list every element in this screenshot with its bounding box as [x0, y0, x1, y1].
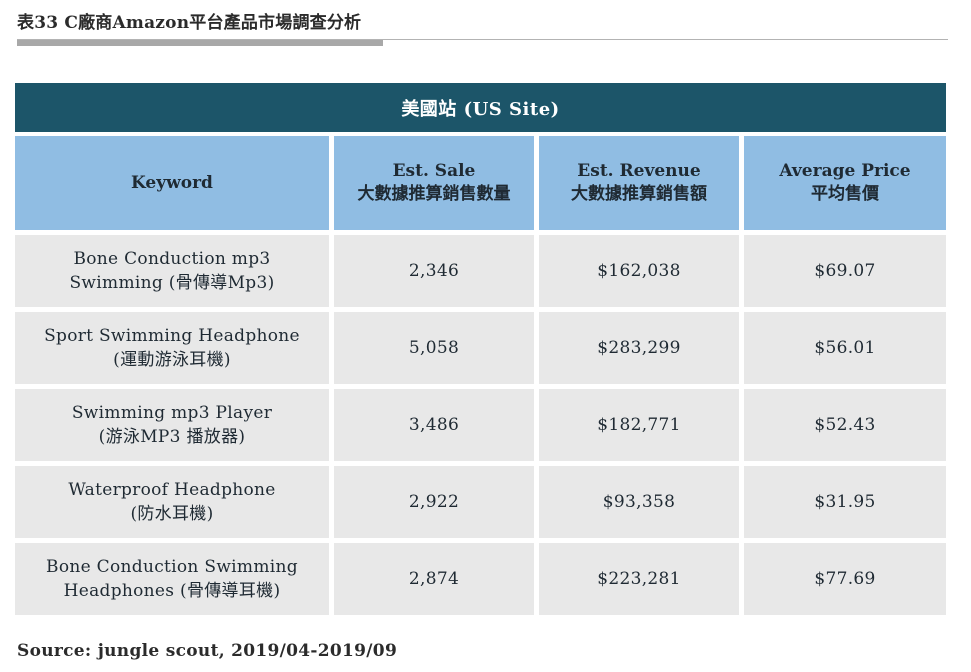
keyword-line-1: Bone Conduction mp3: [73, 249, 271, 269]
header-est-revenue-sublabel: 大數據推算銷售額: [571, 184, 707, 204]
sale-cell: 2,346: [334, 235, 534, 307]
table-title: 表33 C廠商Amazon平台產品市場調查分析: [17, 13, 362, 33]
sale-cell: 2,922: [334, 466, 534, 538]
keyword-cell: Swimming mp3 Player (游泳MP3 播放器): [15, 389, 329, 461]
keyword-line-2: (運動游泳耳機): [113, 350, 231, 370]
header-keyword-label: Keyword: [131, 172, 213, 193]
price-cell: $77.69: [744, 543, 946, 615]
header-average-price-sublabel: 平均售價: [811, 184, 879, 204]
sale-cell: 3,486: [334, 389, 534, 461]
sale-cell: 2,874: [334, 543, 534, 615]
header-average-price: Average Price 平均售價: [744, 136, 946, 230]
keyword-cell: Sport Swimming Headphone (運動游泳耳機): [15, 312, 329, 384]
header-average-price-label: Average Price: [779, 161, 911, 181]
keyword-line-1: Swimming mp3 Player: [71, 403, 273, 423]
keyword-line-2: Headphones (骨傳導耳機): [63, 581, 281, 601]
keyword-line-1: Bone Conduction Swimming: [46, 557, 298, 577]
header-est-revenue: Est. Revenue 大數據推算銷售額: [539, 136, 739, 230]
site-band-header: 美國站 (US Site): [15, 83, 946, 132]
revenue-cell: $162,038: [539, 235, 739, 307]
keyword-cell: Bone Conduction Swimming Headphones (骨傳導…: [15, 543, 329, 615]
price-cell: $31.95: [744, 466, 946, 538]
revenue-cell: $283,299: [539, 312, 739, 384]
price-cell: $56.01: [744, 312, 946, 384]
header-est-sale-label: Est. Sale: [392, 161, 476, 181]
revenue-cell: $182,771: [539, 389, 739, 461]
header-est-sale: Est. Sale 大數據推算銷售數量: [334, 136, 534, 230]
keyword-line-2: (游泳MP3 播放器): [98, 427, 246, 447]
table-grid: Keyword Est. Sale 大數據推算銷售數量 Est. Revenue…: [15, 136, 946, 615]
keyword-line-2: Swimming (骨傳導Mp3): [69, 273, 275, 293]
revenue-cell: $93,358: [539, 466, 739, 538]
header-est-revenue-label: Est. Revenue: [577, 161, 701, 181]
header-keyword: Keyword: [15, 136, 329, 230]
price-cell: $69.07: [744, 235, 946, 307]
header-est-sale-sublabel: 大數據推算銷售數量: [357, 184, 511, 204]
title-divider: [17, 39, 948, 40]
keyword-cell: Bone Conduction mp3 Swimming (骨傳導Mp3): [15, 235, 329, 307]
source-note: Source: jungle scout, 2019/04-2019/09: [17, 641, 398, 661]
keyword-line-1: Waterproof Headphone: [68, 480, 276, 500]
keyword-line-1: Sport Swimming Headphone: [44, 326, 300, 346]
revenue-cell: $223,281: [539, 543, 739, 615]
title-underline-bar: [17, 40, 383, 46]
keyword-cell: Waterproof Headphone (防水耳機): [15, 466, 329, 538]
price-cell: $52.43: [744, 389, 946, 461]
market-analysis-table: 美國站 (US Site) Keyword Est. Sale 大數據推算銷售數…: [15, 83, 946, 615]
keyword-line-2: (防水耳機): [130, 504, 214, 524]
sale-cell: 5,058: [334, 312, 534, 384]
